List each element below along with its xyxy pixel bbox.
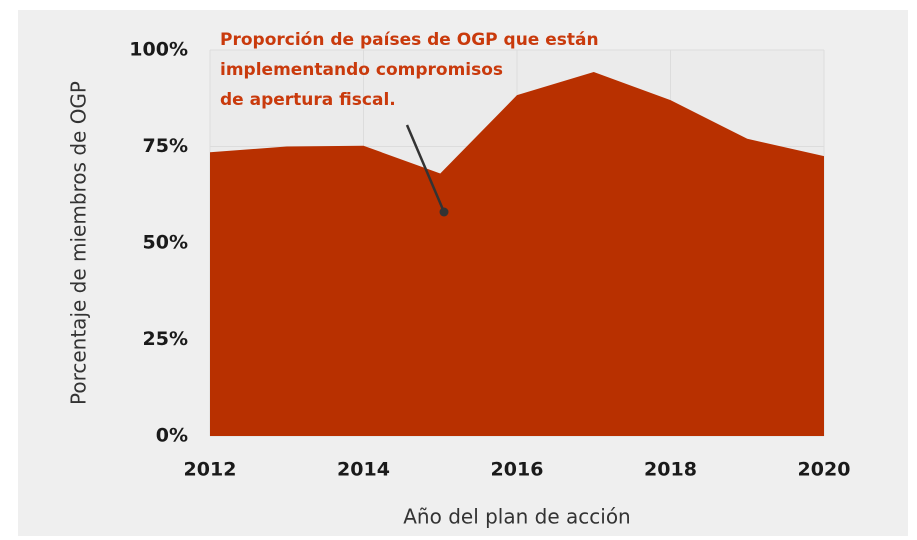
x-tick-label: 2012 [184, 459, 237, 481]
y-axis-title: Porcentaje de miembros de OGP [67, 81, 91, 405]
y-tick-label: 50% [143, 232, 188, 254]
y-tick-label: 25% [143, 328, 188, 350]
x-tick-label: 2016 [491, 459, 544, 481]
x-axis-title: Año del plan de acción [403, 505, 630, 529]
y-tick-label: 0% [156, 425, 188, 447]
area [210, 72, 824, 436]
annotation-dot [439, 207, 449, 217]
annotation-line: implementando compromisos [220, 60, 503, 80]
x-tick-label: 2020 [798, 459, 851, 481]
x-tick-label: 2014 [337, 459, 390, 481]
annotation-pointer [405, 124, 446, 213]
annotation-line: Proporción de países de OGP que están [220, 30, 599, 50]
annotation-line: de apertura fiscal. [220, 90, 396, 110]
y-tick-label: 75% [143, 135, 188, 157]
y-tick-label: 100% [129, 39, 188, 61]
x-tick-label: 2018 [644, 459, 697, 481]
